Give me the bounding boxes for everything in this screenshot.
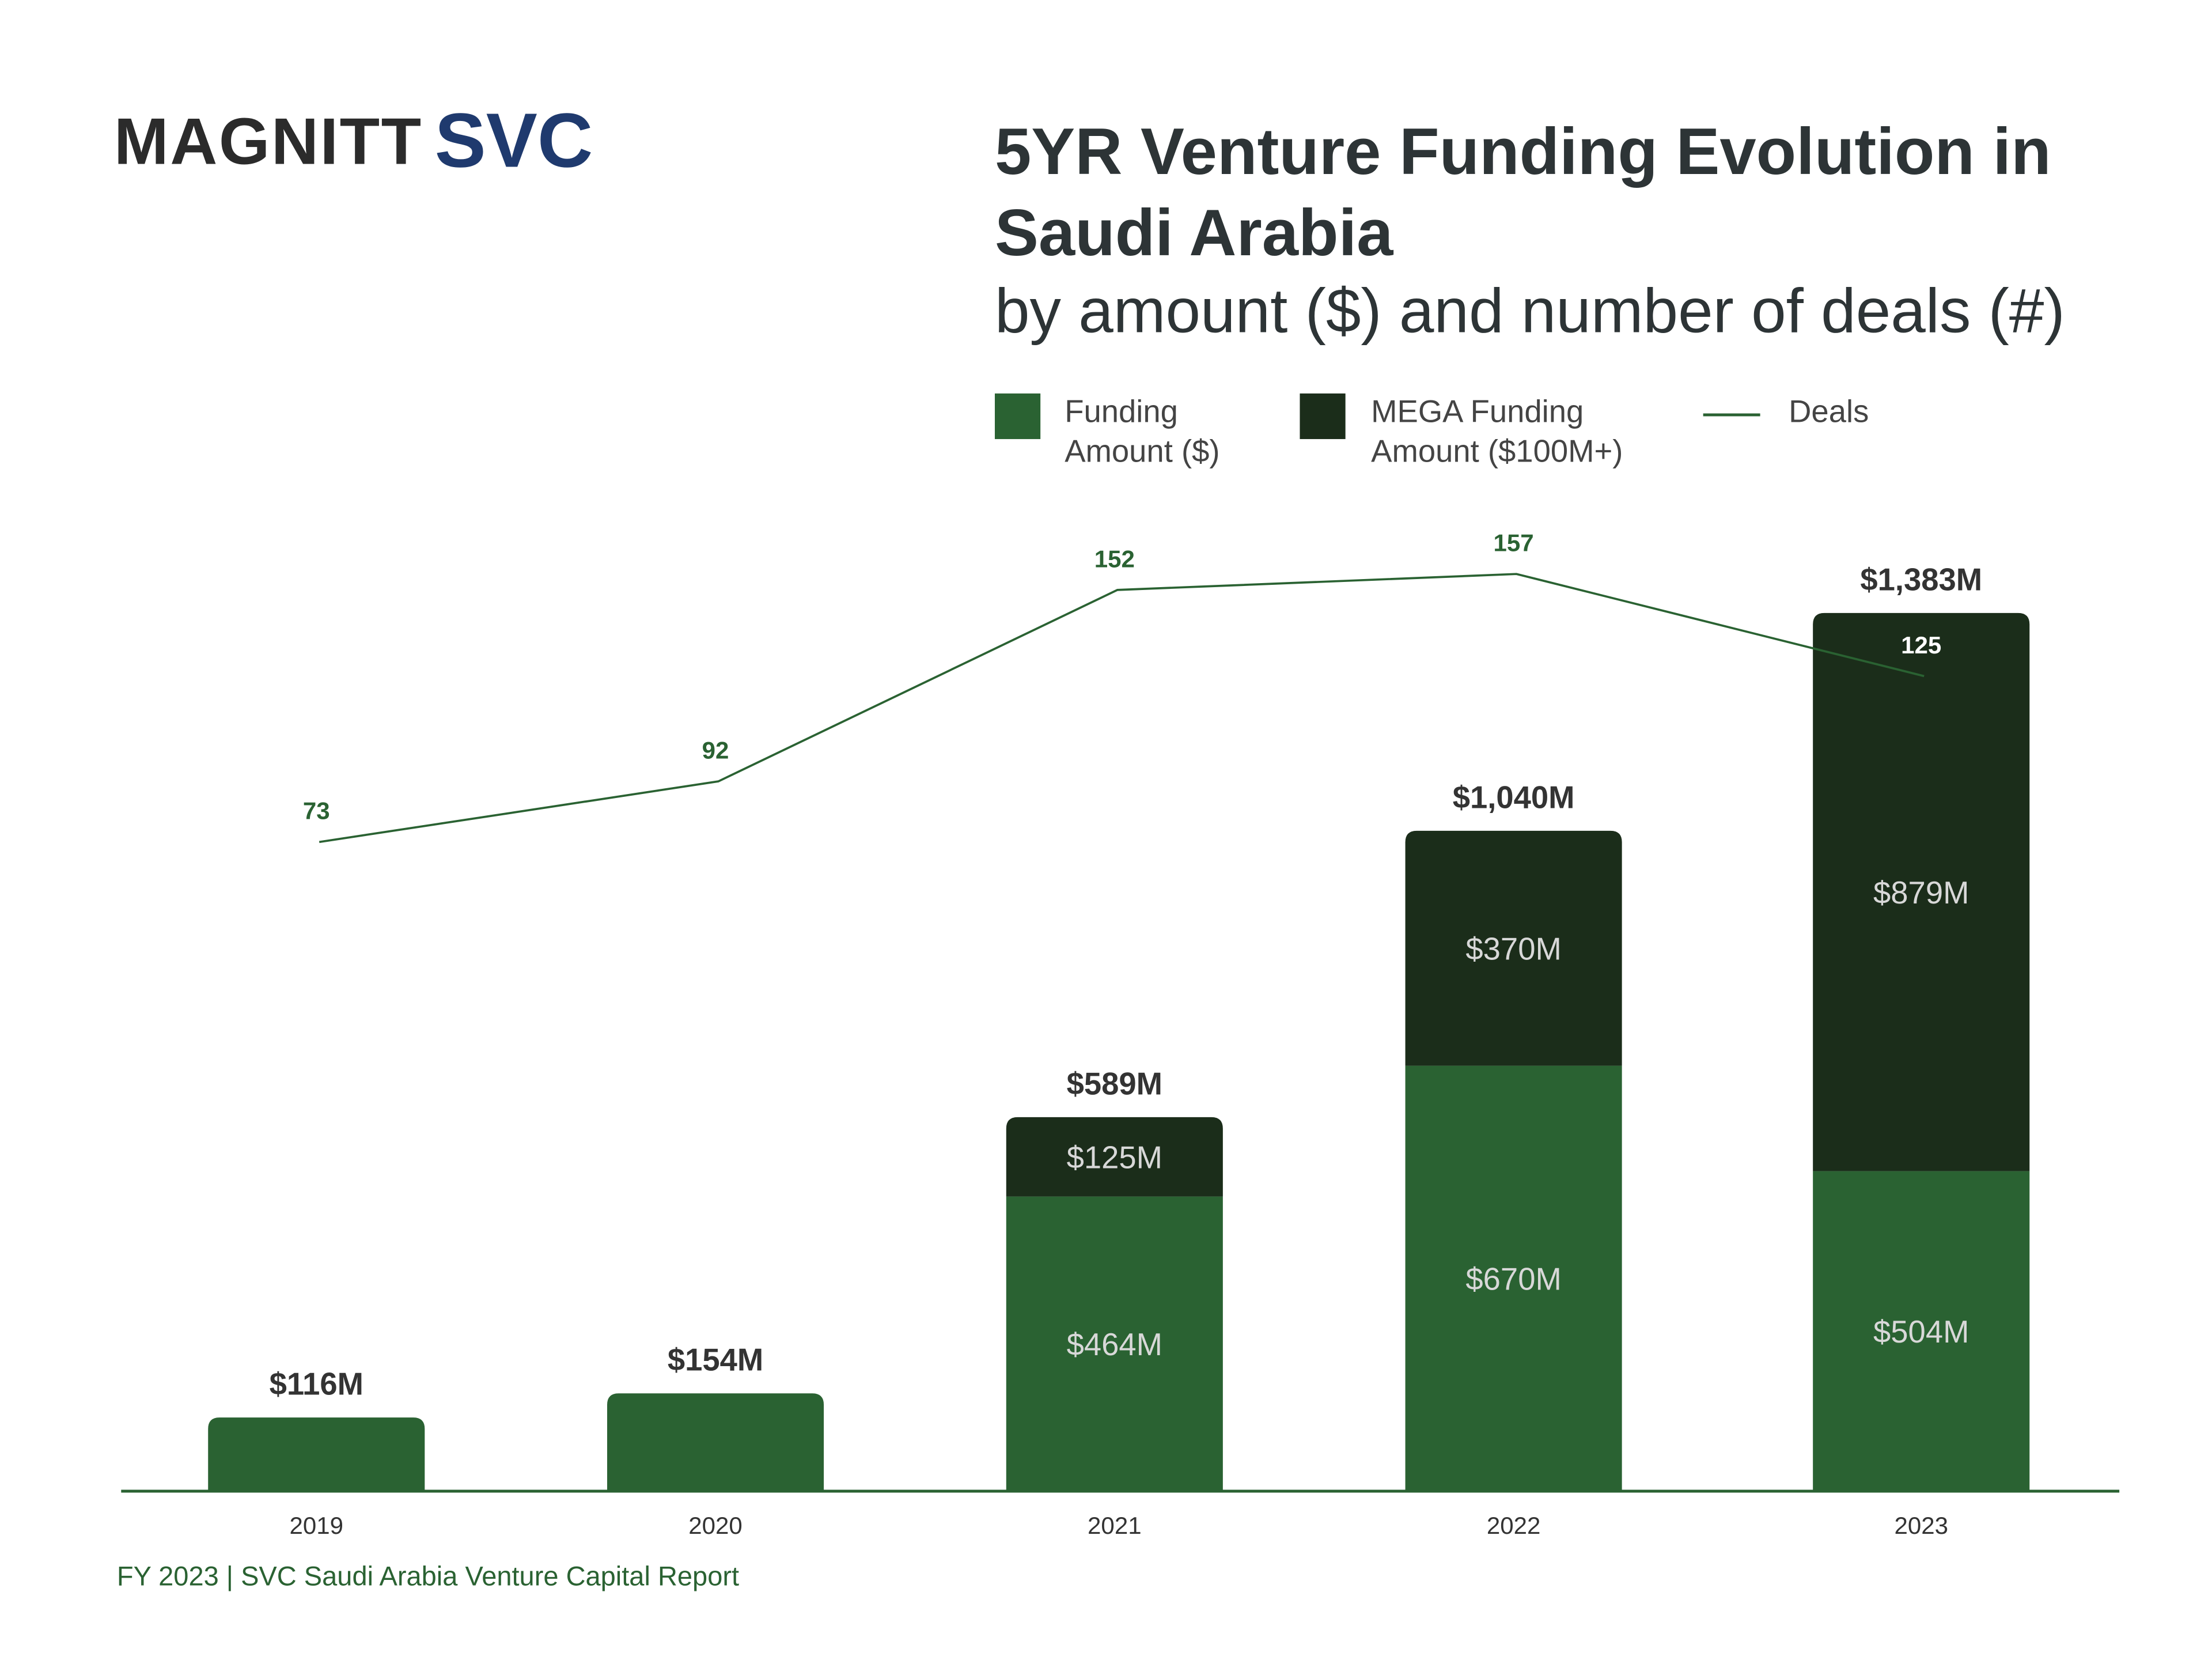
total-label: $116M bbox=[270, 1367, 363, 1402]
x-tick-label: 2020 bbox=[688, 1512, 743, 1539]
x-tick-label: 2022 bbox=[1487, 1512, 1541, 1539]
chart-title: 5YR Venture Funding Evolution in Saudi A… bbox=[994, 114, 2051, 270]
legend-label: MEGA Funding Amount ($100M+) bbox=[1371, 393, 1623, 470]
total-label: $589M bbox=[1067, 1066, 1162, 1101]
source: FY 2023 | SVC Saudi Arabia Venture Capit… bbox=[116, 1562, 740, 1593]
legend-line bbox=[1703, 413, 1760, 417]
x-tick-label: 2021 bbox=[1088, 1512, 1142, 1539]
bar-segment bbox=[1813, 612, 2030, 1171]
legend-swatch bbox=[1300, 393, 1346, 440]
bar-segment bbox=[1405, 830, 1622, 1066]
bar-segment bbox=[208, 1417, 425, 1492]
x-tick-label: 2023 bbox=[1894, 1512, 1948, 1539]
bar-segment bbox=[1813, 1171, 2030, 1492]
value-label: $879M bbox=[1873, 875, 1969, 910]
deals-label: 73 bbox=[303, 797, 330, 825]
deals-label: 152 bbox=[1094, 545, 1135, 572]
logo: SVC bbox=[434, 98, 593, 184]
deals-label: 125 bbox=[1901, 632, 1941, 659]
legend-label: Deals bbox=[1789, 393, 1869, 429]
total-label: $154M bbox=[668, 1343, 763, 1378]
logo: MAGNITT bbox=[113, 104, 423, 179]
deals-label: 157 bbox=[1494, 530, 1534, 557]
legend-swatch bbox=[994, 393, 1041, 440]
deals-line bbox=[319, 573, 1925, 844]
total-label: $1,383M bbox=[1860, 562, 1982, 597]
value-label: $125M bbox=[1067, 1140, 1162, 1175]
chart-subtitle: by amount ($) and number of deals (#) bbox=[994, 276, 2065, 347]
value-label: $464M bbox=[1067, 1327, 1162, 1362]
value-label: $504M bbox=[1873, 1314, 1969, 1349]
bar-segment bbox=[607, 1393, 824, 1492]
total-label: $1,040M bbox=[1453, 780, 1575, 815]
deals-label: 92 bbox=[702, 737, 729, 764]
legend-label: Funding Amount ($) bbox=[1065, 393, 1220, 470]
bar-segment bbox=[1405, 1065, 1622, 1492]
x-tick-label: 2019 bbox=[289, 1512, 343, 1539]
value-label: $370M bbox=[1465, 932, 1561, 967]
bar-segment bbox=[1006, 1196, 1223, 1492]
value-label: $670M bbox=[1465, 1262, 1561, 1297]
bar-segment bbox=[1006, 1117, 1223, 1197]
